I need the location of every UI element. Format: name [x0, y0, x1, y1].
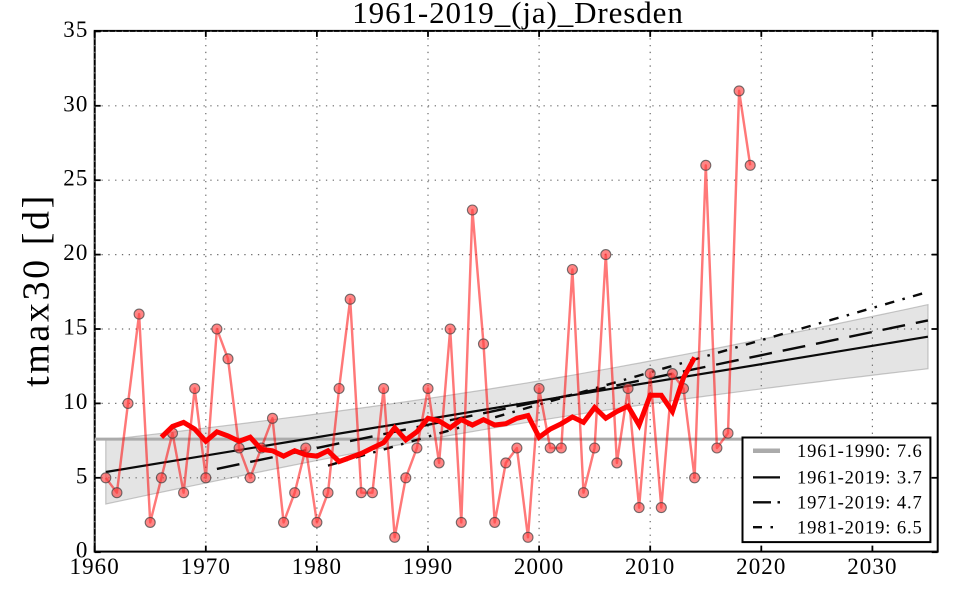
svg-text:2020: 2020	[736, 554, 786, 579]
svg-text:1990: 1990	[403, 554, 453, 579]
svg-text:1971-2019: 4.7: 1971-2019: 4.7	[797, 493, 923, 513]
svg-text:tmax30 [d]: tmax30 [d]	[16, 193, 58, 387]
svg-text:30: 30	[63, 91, 88, 116]
svg-text:1981-2019: 6.5: 1981-2019: 6.5	[797, 518, 923, 538]
svg-text:0: 0	[76, 538, 89, 563]
svg-text:15: 15	[63, 315, 88, 340]
svg-text:5: 5	[76, 463, 89, 488]
svg-text:35: 35	[63, 17, 88, 42]
svg-text:2010: 2010	[625, 554, 675, 579]
svg-text:25: 25	[63, 166, 88, 191]
svg-text:2000: 2000	[514, 554, 564, 579]
svg-text:1980: 1980	[292, 554, 342, 579]
svg-text:2030: 2030	[847, 554, 897, 579]
svg-text:1961-2019: 3.7: 1961-2019: 3.7	[797, 469, 923, 489]
svg-text:1961-2019_(ja)_Dresden: 1961-2019_(ja)_Dresden	[352, 0, 683, 30]
svg-text:10: 10	[63, 389, 88, 414]
svg-text:1961-1990: 7.6: 1961-1990: 7.6	[797, 442, 923, 462]
svg-text:20: 20	[63, 240, 88, 265]
svg-text:1960: 1960	[69, 554, 119, 579]
svg-text:1970: 1970	[181, 554, 231, 579]
